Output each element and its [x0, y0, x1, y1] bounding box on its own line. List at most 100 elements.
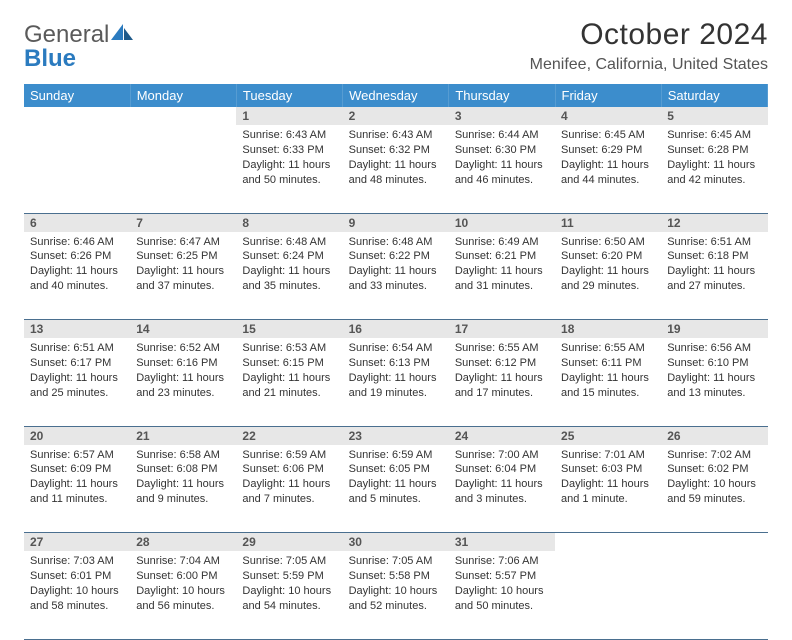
day-cell: Sunrise: 6:51 AMSunset: 6:18 PMDaylight:… — [661, 232, 767, 320]
daylight-line: Daylight: 10 hours and 58 minutes. — [30, 584, 124, 614]
day-number: 6 — [24, 214, 130, 232]
sunset-line: Sunset: 5:59 PM — [242, 569, 336, 584]
location: Menifee, California, United States — [530, 56, 768, 74]
day-number-cell: 7 — [130, 213, 236, 232]
sunrise-line: Sunrise: 7:04 AM — [136, 554, 230, 569]
sunset-line: Sunset: 6:04 PM — [455, 462, 549, 477]
sunrise-line: Sunrise: 6:53 AM — [242, 341, 336, 356]
day-number-cell — [555, 533, 661, 552]
day-cell-body: Sunrise: 6:53 AMSunset: 6:15 PMDaylight:… — [236, 338, 342, 406]
day-number-cell: 27 — [24, 533, 130, 552]
day-number: 25 — [555, 427, 661, 445]
day-cell — [130, 125, 236, 213]
day-number-cell: 19 — [661, 320, 767, 339]
sunrise-line: Sunrise: 6:55 AM — [455, 341, 549, 356]
day-number: 12 — [661, 214, 767, 232]
sunrise-line: Sunrise: 6:47 AM — [136, 235, 230, 250]
sunrise-line: Sunrise: 6:43 AM — [242, 128, 336, 143]
day-cell: Sunrise: 7:00 AMSunset: 6:04 PMDaylight:… — [449, 445, 555, 533]
sunset-line: Sunset: 6:25 PM — [136, 249, 230, 264]
week-row: Sunrise: 6:46 AMSunset: 6:26 PMDaylight:… — [24, 232, 768, 320]
day-cell-body: Sunrise: 6:55 AMSunset: 6:11 PMDaylight:… — [555, 338, 661, 406]
daylight-line: Daylight: 11 hours and 48 minutes. — [349, 158, 443, 188]
day-number: 4 — [555, 107, 661, 125]
day-number-cell: 20 — [24, 426, 130, 445]
day-number — [24, 107, 130, 125]
sunrise-line: Sunrise: 6:57 AM — [30, 448, 124, 463]
day-cell-body: Sunrise: 7:01 AMSunset: 6:03 PMDaylight:… — [555, 445, 661, 513]
day-number-cell: 5 — [661, 107, 767, 125]
sunset-line: Sunset: 6:00 PM — [136, 569, 230, 584]
day-cell: Sunrise: 6:50 AMSunset: 6:20 PMDaylight:… — [555, 232, 661, 320]
daylight-line: Daylight: 10 hours and 52 minutes. — [349, 584, 443, 614]
sunset-line: Sunset: 6:10 PM — [667, 356, 761, 371]
sunset-line: Sunset: 6:18 PM — [667, 249, 761, 264]
sunset-line: Sunset: 6:06 PM — [242, 462, 336, 477]
day-number-cell: 11 — [555, 213, 661, 232]
sunset-line: Sunset: 6:32 PM — [349, 143, 443, 158]
sunrise-line: Sunrise: 7:00 AM — [455, 448, 549, 463]
day-cell: Sunrise: 6:52 AMSunset: 6:16 PMDaylight:… — [130, 338, 236, 426]
sunset-line: Sunset: 6:13 PM — [349, 356, 443, 371]
day-number-cell: 9 — [343, 213, 449, 232]
sunset-line: Sunset: 6:24 PM — [242, 249, 336, 264]
day-number: 14 — [130, 320, 236, 338]
sunset-line: Sunset: 6:33 PM — [242, 143, 336, 158]
day-cell: Sunrise: 7:01 AMSunset: 6:03 PMDaylight:… — [555, 445, 661, 533]
day-cell-body: Sunrise: 7:04 AMSunset: 6:00 PMDaylight:… — [130, 551, 236, 619]
day-cell-body: Sunrise: 6:49 AMSunset: 6:21 PMDaylight:… — [449, 232, 555, 300]
daylight-line: Daylight: 10 hours and 50 minutes. — [455, 584, 549, 614]
daylight-line: Daylight: 10 hours and 59 minutes. — [667, 477, 761, 507]
sunrise-line: Sunrise: 6:45 AM — [561, 128, 655, 143]
day-number-cell: 17 — [449, 320, 555, 339]
daylight-line: Daylight: 11 hours and 37 minutes. — [136, 264, 230, 294]
sunrise-line: Sunrise: 6:52 AM — [136, 341, 230, 356]
sunrise-line: Sunrise: 6:48 AM — [242, 235, 336, 250]
day-number-cell — [130, 107, 236, 125]
sunset-line: Sunset: 6:11 PM — [561, 356, 655, 371]
day-number-cell: 26 — [661, 426, 767, 445]
day-cell-body: Sunrise: 6:48 AMSunset: 6:24 PMDaylight:… — [236, 232, 342, 300]
day-number: 19 — [661, 320, 767, 338]
day-cell-body: Sunrise: 6:58 AMSunset: 6:08 PMDaylight:… — [130, 445, 236, 513]
day-cell: Sunrise: 6:48 AMSunset: 6:24 PMDaylight:… — [236, 232, 342, 320]
day-header: Friday — [555, 84, 661, 107]
sunrise-line: Sunrise: 6:58 AM — [136, 448, 230, 463]
sunset-line: Sunset: 6:26 PM — [30, 249, 124, 264]
sunset-line: Sunset: 6:16 PM — [136, 356, 230, 371]
sunrise-line: Sunrise: 6:50 AM — [561, 235, 655, 250]
day-number-cell — [661, 533, 767, 552]
day-number: 31 — [449, 533, 555, 551]
day-cell-body: Sunrise: 6:43 AMSunset: 6:33 PMDaylight:… — [236, 125, 342, 193]
day-number-cell: 3 — [449, 107, 555, 125]
calendar-table: SundayMondayTuesdayWednesdayThursdayFrid… — [24, 84, 768, 640]
day-number: 18 — [555, 320, 661, 338]
day-cell-body: Sunrise: 6:45 AMSunset: 6:29 PMDaylight:… — [555, 125, 661, 193]
day-cell: Sunrise: 6:55 AMSunset: 6:12 PMDaylight:… — [449, 338, 555, 426]
day-cell: Sunrise: 6:43 AMSunset: 6:33 PMDaylight:… — [236, 125, 342, 213]
sunset-line: Sunset: 5:57 PM — [455, 569, 549, 584]
week-daynum-row: 13141516171819 — [24, 320, 768, 339]
day-number — [661, 533, 767, 551]
logo-text-wrap: General Blue — [24, 22, 137, 71]
day-cell: Sunrise: 6:59 AMSunset: 6:05 PMDaylight:… — [343, 445, 449, 533]
sunset-line: Sunset: 6:05 PM — [349, 462, 443, 477]
daylight-line: Daylight: 11 hours and 42 minutes. — [667, 158, 761, 188]
day-number-cell: 10 — [449, 213, 555, 232]
day-number-cell: 22 — [236, 426, 342, 445]
day-number: 3 — [449, 107, 555, 125]
daylight-line: Daylight: 11 hours and 3 minutes. — [455, 477, 549, 507]
day-number-cell: 8 — [236, 213, 342, 232]
sunset-line: Sunset: 6:29 PM — [561, 143, 655, 158]
sunrise-line: Sunrise: 6:48 AM — [349, 235, 443, 250]
day-cell: Sunrise: 6:54 AMSunset: 6:13 PMDaylight:… — [343, 338, 449, 426]
day-cell-body: Sunrise: 6:44 AMSunset: 6:30 PMDaylight:… — [449, 125, 555, 193]
day-cell-body: Sunrise: 6:59 AMSunset: 6:05 PMDaylight:… — [343, 445, 449, 513]
week-daynum-row: 6789101112 — [24, 213, 768, 232]
day-number: 15 — [236, 320, 342, 338]
daylight-line: Daylight: 11 hours and 31 minutes. — [455, 264, 549, 294]
sunset-line: Sunset: 6:15 PM — [242, 356, 336, 371]
daylight-line: Daylight: 11 hours and 21 minutes. — [242, 371, 336, 401]
sunset-line: Sunset: 6:20 PM — [561, 249, 655, 264]
day-cell: Sunrise: 6:44 AMSunset: 6:30 PMDaylight:… — [449, 125, 555, 213]
